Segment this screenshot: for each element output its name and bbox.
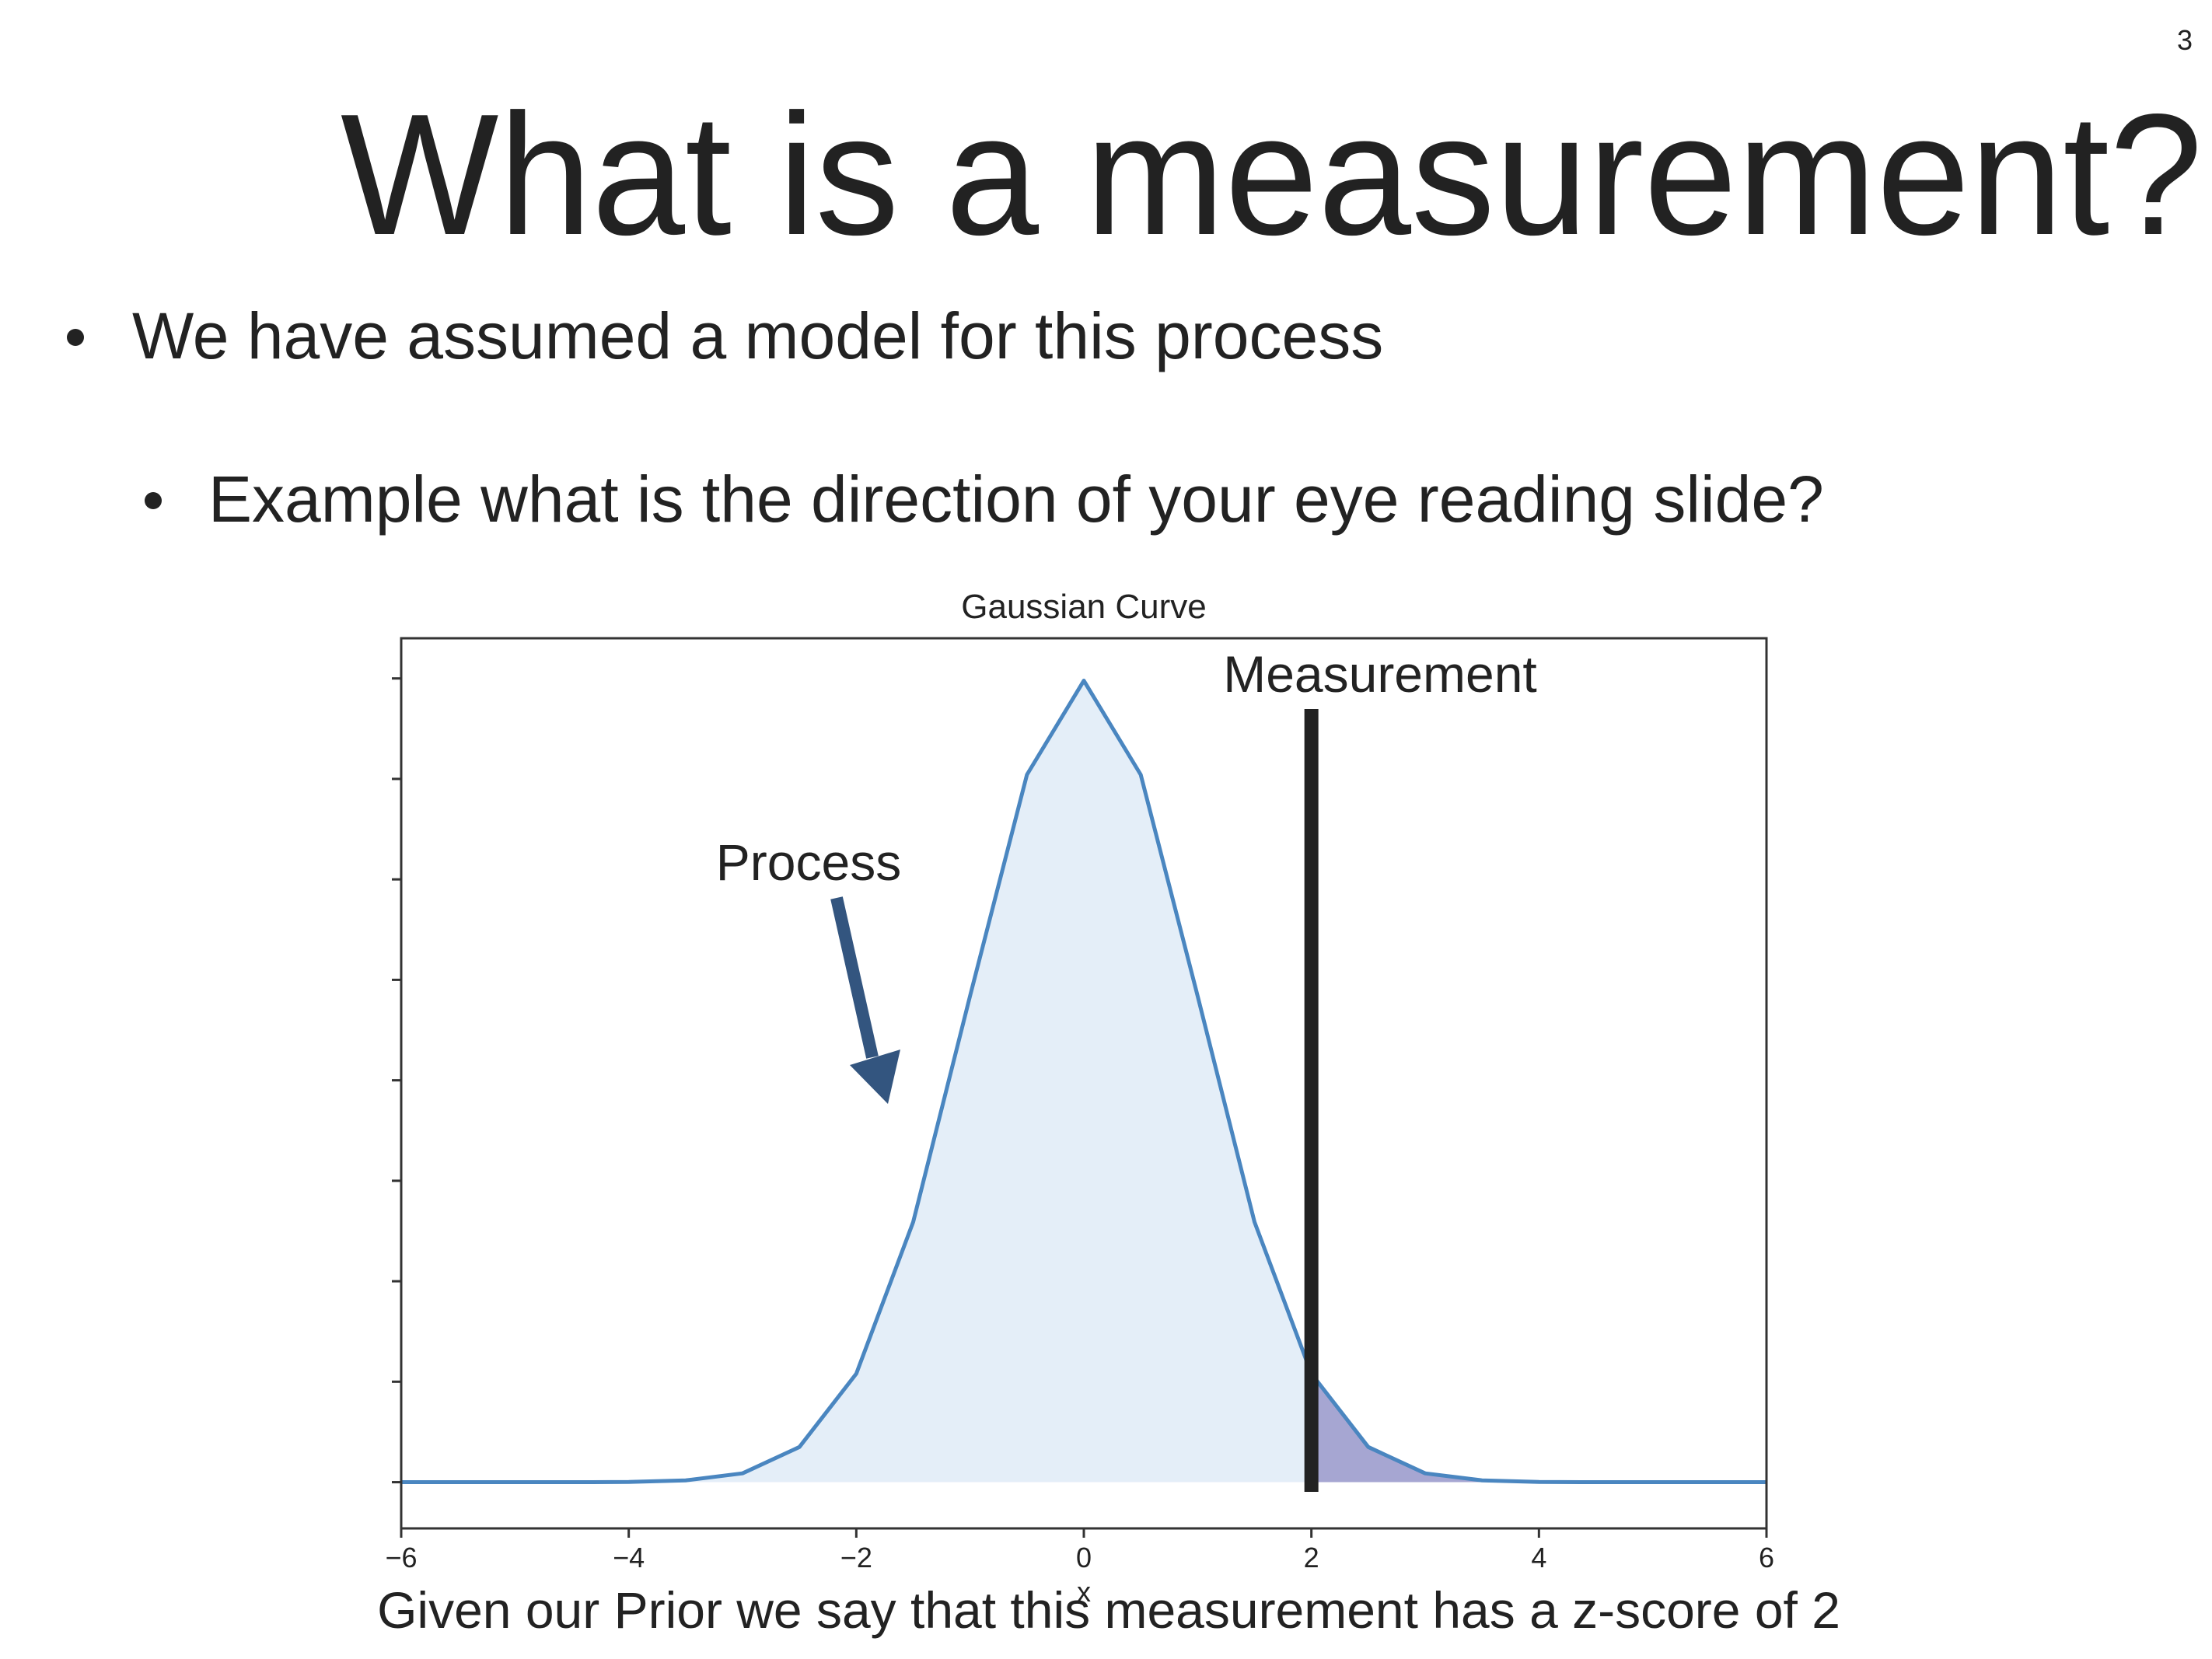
x-tick-label: −2: [840, 1542, 872, 1573]
process-arrow-shaft: [830, 896, 879, 1059]
measurement-label: Measurement: [1223, 645, 1537, 703]
x-axis-label: x: [1077, 1576, 1091, 1608]
bullet-text: Example what is the direction of your ey…: [208, 463, 1824, 536]
highlight-area: [1311, 1373, 1766, 1483]
chart-title: Gaussian Curve: [961, 588, 1206, 626]
x-tick-label: 2: [1304, 1542, 1319, 1573]
x-tick-label: 4: [1531, 1542, 1546, 1573]
x-tick-label: −4: [613, 1542, 645, 1573]
bullet-dot: [67, 329, 84, 346]
x-tick-label: 6: [1759, 1542, 1774, 1573]
process-arrow-head: [850, 1050, 900, 1104]
process-label: Process: [716, 833, 901, 891]
bullet-text: We have assumed a model for this process: [132, 299, 1383, 372]
slide-title: What is a measurement?: [341, 79, 2203, 271]
caption: Given our Prior we say that this measure…: [377, 1581, 1840, 1639]
area-fill: [401, 680, 1766, 1483]
x-tick-label: 0: [1076, 1542, 1092, 1573]
x-tick-label: −6: [385, 1542, 417, 1573]
chart: Gaussian Curve −6 −4 −2 0 2 4 6 x Measurement Proc…: [385, 588, 1774, 1608]
bullet-dot: [145, 492, 162, 509]
page-number: 3: [2177, 24, 2193, 56]
curve: [401, 679, 1766, 1485]
